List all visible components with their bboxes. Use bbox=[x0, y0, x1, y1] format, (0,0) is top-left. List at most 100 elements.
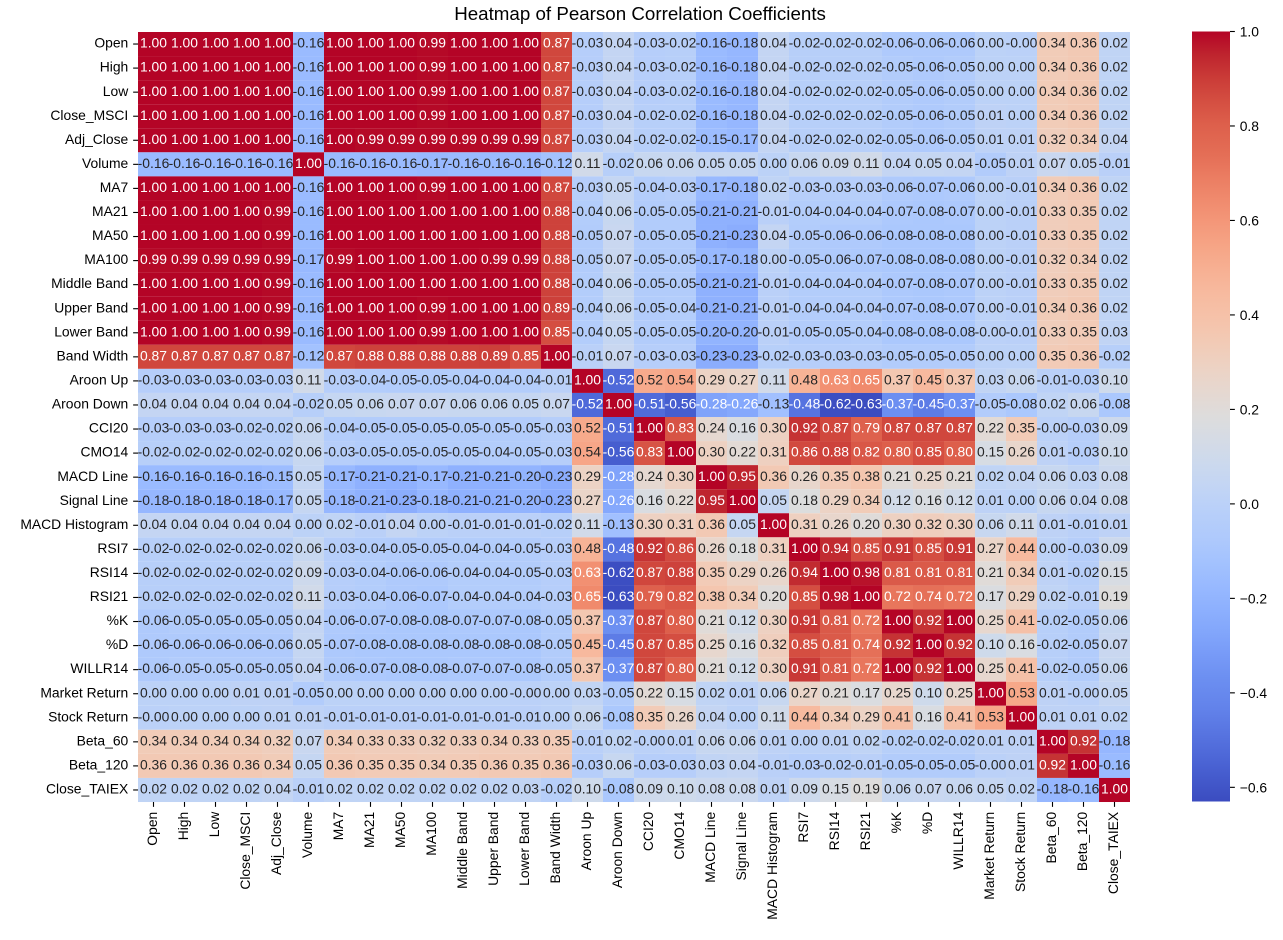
svg-text:0.91: 0.91 bbox=[791, 612, 818, 628]
svg-text:0.02: 0.02 bbox=[481, 781, 508, 797]
svg-text:0.00: 0.00 bbox=[171, 684, 198, 700]
svg-text:0.04: 0.04 bbox=[605, 35, 632, 51]
svg-text:-0.04: -0.04 bbox=[510, 371, 542, 387]
svg-text:-0.56: -0.56 bbox=[603, 444, 635, 460]
svg-text:CMO14: CMO14 bbox=[80, 444, 128, 460]
svg-text:-0.16: -0.16 bbox=[696, 35, 728, 51]
svg-text:0.00: 0.00 bbox=[977, 203, 1004, 219]
svg-text:1.00: 1.00 bbox=[729, 492, 756, 508]
svg-text:-0.01: -0.01 bbox=[293, 781, 325, 797]
svg-text:1.00: 1.00 bbox=[884, 660, 911, 676]
svg-text:CCI20: CCI20 bbox=[89, 420, 129, 436]
svg-text:1.00: 1.00 bbox=[295, 155, 322, 171]
svg-text:0.30: 0.30 bbox=[884, 516, 911, 532]
svg-text:-0.04: -0.04 bbox=[479, 540, 511, 556]
svg-text:0.01: 0.01 bbox=[977, 131, 1004, 147]
svg-text:−0.2: −0.2 bbox=[1240, 590, 1268, 606]
svg-text:1.00: 1.00 bbox=[636, 420, 663, 436]
svg-text:0.01: 0.01 bbox=[977, 107, 1004, 123]
svg-text:0.00: 0.00 bbox=[977, 299, 1004, 315]
svg-text:1.00: 1.00 bbox=[140, 107, 167, 123]
svg-text:0.33: 0.33 bbox=[1039, 275, 1066, 291]
svg-text:0.00: 0.00 bbox=[977, 35, 1004, 51]
svg-text:-0.03: -0.03 bbox=[1068, 420, 1100, 436]
svg-text:0.36: 0.36 bbox=[326, 757, 353, 773]
svg-text:-0.16: -0.16 bbox=[1068, 781, 1100, 797]
svg-text:-0.04: -0.04 bbox=[851, 275, 883, 291]
svg-text:0.36: 0.36 bbox=[140, 757, 167, 773]
svg-text:-0.01: -0.01 bbox=[758, 203, 790, 219]
svg-text:0.01: 0.01 bbox=[1039, 708, 1066, 724]
svg-text:0.03: 0.03 bbox=[977, 371, 1004, 387]
svg-text:-0.23: -0.23 bbox=[727, 347, 759, 363]
svg-text:0.02: 0.02 bbox=[1039, 396, 1066, 412]
svg-text:0.04: 0.04 bbox=[202, 516, 229, 532]
svg-text:0.37: 0.37 bbox=[574, 612, 601, 628]
svg-text:RSI14: RSI14 bbox=[826, 811, 842, 850]
svg-text:0.00: 0.00 bbox=[977, 227, 1004, 243]
svg-text:-0.02: -0.02 bbox=[789, 107, 821, 123]
svg-text:1.00: 1.00 bbox=[233, 59, 260, 75]
svg-text:-0.05: -0.05 bbox=[882, 757, 914, 773]
svg-text:0.04: 0.04 bbox=[171, 396, 198, 412]
svg-text:1.00: 1.00 bbox=[481, 299, 508, 315]
svg-text:1.00: 1.00 bbox=[512, 203, 539, 219]
svg-text:-0.01: -0.01 bbox=[758, 757, 790, 773]
svg-text:-0.23: -0.23 bbox=[727, 227, 759, 243]
svg-text:-0.03: -0.03 bbox=[1068, 444, 1100, 460]
svg-text:0.99: 0.99 bbox=[419, 131, 446, 147]
svg-text:1.00: 1.00 bbox=[512, 59, 539, 75]
svg-text:0.88: 0.88 bbox=[543, 275, 570, 291]
svg-text:0.07: 0.07 bbox=[1101, 636, 1128, 652]
svg-text:-0.04: -0.04 bbox=[448, 371, 480, 387]
svg-text:0.02: 0.02 bbox=[1101, 227, 1128, 243]
svg-text:-0.03: -0.03 bbox=[541, 588, 573, 604]
svg-text:-0.16: -0.16 bbox=[231, 155, 263, 171]
svg-text:0.00: 0.00 bbox=[543, 684, 570, 700]
svg-text:0.00: 0.00 bbox=[977, 275, 1004, 291]
svg-text:0.92: 0.92 bbox=[791, 420, 818, 436]
svg-text:1.00: 1.00 bbox=[233, 35, 260, 51]
svg-text:-0.07: -0.07 bbox=[851, 251, 883, 267]
svg-text:MA50: MA50 bbox=[92, 227, 129, 243]
svg-text:1.00: 1.00 bbox=[481, 35, 508, 51]
svg-text:-0.02: -0.02 bbox=[665, 59, 697, 75]
svg-text:Upper Band: Upper Band bbox=[54, 299, 128, 315]
svg-text:-0.05: -0.05 bbox=[882, 83, 914, 99]
svg-text:0.32: 0.32 bbox=[264, 732, 291, 748]
svg-text:0.81: 0.81 bbox=[822, 612, 849, 628]
svg-text:RSI7: RSI7 bbox=[97, 540, 128, 556]
svg-text:-0.03: -0.03 bbox=[572, 59, 604, 75]
svg-text:-0.04: -0.04 bbox=[355, 540, 387, 556]
svg-text:0.34: 0.34 bbox=[1039, 83, 1066, 99]
svg-text:0.06: 0.06 bbox=[1008, 371, 1035, 387]
svg-text:0.25: 0.25 bbox=[977, 612, 1004, 628]
svg-text:-0.04: -0.04 bbox=[479, 564, 511, 580]
svg-text:0.92: 0.92 bbox=[915, 660, 942, 676]
svg-text:-0.02: -0.02 bbox=[913, 732, 945, 748]
svg-text:0.95: 0.95 bbox=[729, 468, 756, 484]
svg-text:-0.18: -0.18 bbox=[231, 492, 263, 508]
svg-text:0.07: 0.07 bbox=[605, 251, 632, 267]
svg-text:0.02: 0.02 bbox=[1039, 588, 1066, 604]
svg-text:0.11: 0.11 bbox=[854, 155, 880, 171]
svg-text:-0.23: -0.23 bbox=[696, 347, 728, 363]
svg-text:0.03: 0.03 bbox=[574, 684, 601, 700]
svg-text:-0.06: -0.06 bbox=[882, 35, 914, 51]
svg-text:0.34: 0.34 bbox=[419, 757, 446, 773]
svg-text:0.06: 0.06 bbox=[667, 155, 694, 171]
svg-text:0.10: 0.10 bbox=[1101, 444, 1128, 460]
svg-text:0.04: 0.04 bbox=[171, 516, 198, 532]
svg-text:0.02: 0.02 bbox=[233, 781, 260, 797]
svg-text:-0.05: -0.05 bbox=[510, 564, 542, 580]
svg-text:-0.05: -0.05 bbox=[417, 540, 449, 556]
svg-text:1.00: 1.00 bbox=[822, 564, 849, 580]
svg-text:0.0: 0.0 bbox=[1240, 496, 1260, 512]
svg-text:0.36: 0.36 bbox=[1070, 179, 1097, 195]
svg-text:0.83: 0.83 bbox=[667, 420, 694, 436]
svg-text:0.04: 0.04 bbox=[946, 155, 973, 171]
svg-text:Aroon Down: Aroon Down bbox=[52, 396, 128, 412]
svg-text:0.27: 0.27 bbox=[977, 540, 1004, 556]
svg-text:0.99: 0.99 bbox=[512, 251, 539, 267]
svg-text:0.91: 0.91 bbox=[946, 540, 973, 556]
